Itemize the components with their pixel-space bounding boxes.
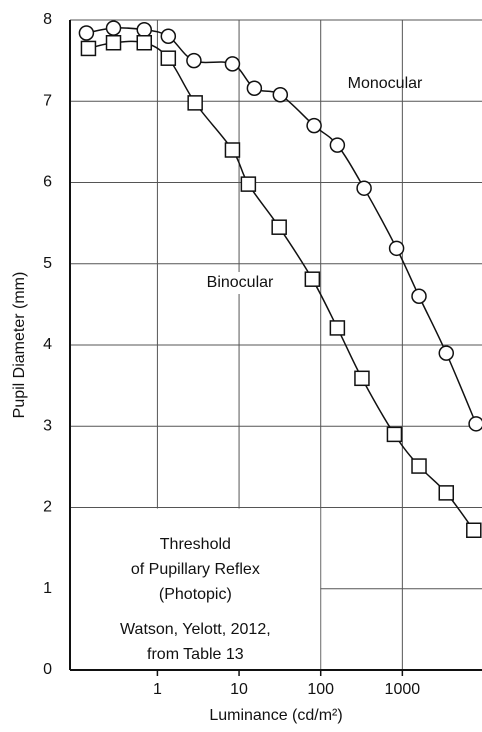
square-marker (304, 271, 321, 287)
circle-marker (329, 137, 346, 153)
circle-marker (78, 25, 95, 41)
series-label: Binocular (207, 274, 274, 291)
annotation: Watson, Yelott, 2012, (120, 621, 271, 638)
square-marker (160, 50, 177, 66)
annotation: (Photopic) (159, 586, 232, 603)
square-marker (386, 426, 403, 443)
square-marker (466, 522, 482, 538)
y-tick-label: 1 (43, 580, 52, 597)
circle-marker (468, 416, 482, 432)
y-tick-label: 0 (43, 661, 52, 678)
circle-marker (411, 288, 427, 304)
x-tick-label: 1 (153, 681, 162, 698)
circle-marker (306, 117, 322, 134)
y-tick-label: 6 (43, 174, 52, 191)
y-tick-label: 8 (43, 11, 52, 28)
y-tick-label: 4 (43, 336, 52, 353)
series-label: Monocular (348, 75, 423, 92)
square-marker (438, 485, 455, 501)
circle-marker (105, 20, 122, 36)
annotation: Threshold (160, 536, 231, 553)
square-marker (354, 370, 370, 387)
circle-marker (356, 180, 372, 196)
square-marker (271, 219, 287, 235)
circle-marker (136, 22, 153, 38)
circle-marker (388, 240, 405, 257)
square-marker (411, 458, 427, 474)
y-tick-label: 2 (43, 499, 52, 516)
y-tick-label: 3 (43, 417, 52, 434)
circle-marker (246, 80, 263, 96)
y-tick-label: 5 (43, 255, 52, 272)
square-marker (240, 176, 257, 192)
square-marker (136, 35, 153, 51)
y-tick-label: 7 (43, 92, 52, 109)
circle-marker (272, 87, 289, 103)
annotation-box (71, 508, 321, 669)
square-marker (329, 320, 346, 336)
label-bg (193, 272, 287, 294)
y-axis-label: Pupil Diameter (mm) (11, 272, 28, 419)
annotation: from Table 13 (147, 646, 244, 663)
x-tick-label: 100 (307, 681, 334, 698)
square-marker (80, 40, 97, 57)
square-marker (224, 142, 241, 158)
x-axis-label: Luminance (cd/m²) (209, 707, 342, 724)
x-tick-label: 1000 (385, 681, 421, 698)
square-marker (187, 95, 203, 111)
circle-marker (160, 28, 177, 44)
circle-marker (186, 52, 202, 69)
circle-marker (224, 56, 241, 72)
x-tick-label: 10 (230, 681, 248, 698)
circle-marker (438, 345, 455, 361)
square-marker (105, 35, 122, 51)
annotation: of Pupillary Reflex (131, 561, 260, 578)
